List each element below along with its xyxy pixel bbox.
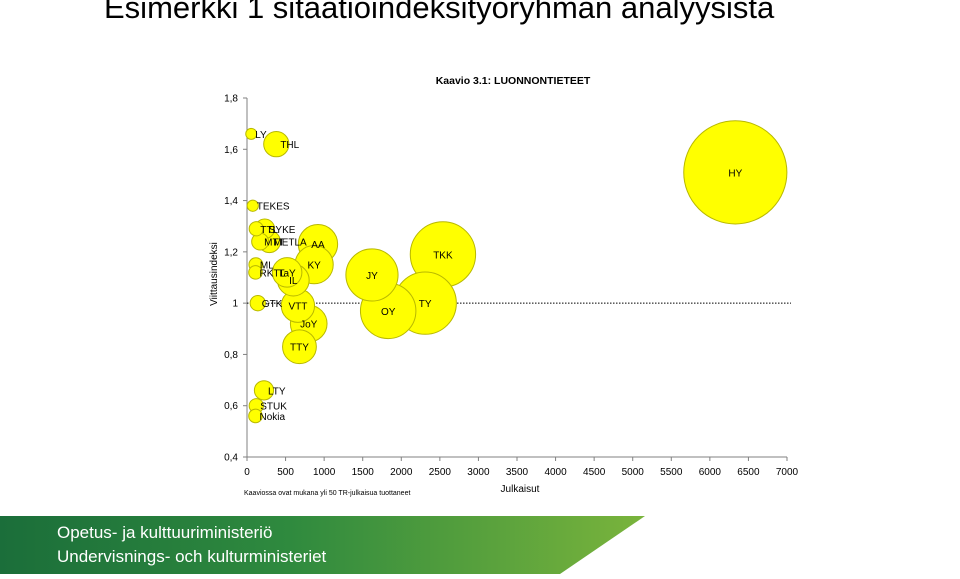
x-tick-label: 3500	[506, 467, 529, 478]
bubble	[282, 329, 317, 365]
bubble-label: HY	[728, 168, 742, 179]
bubble-label: Nokia	[259, 412, 285, 423]
bubble-label: STUK	[260, 402, 287, 413]
bubble-label: TTL	[260, 225, 278, 236]
bubble-label: TY	[419, 299, 432, 310]
bubble-label: MTT	[264, 238, 285, 249]
y-axis-label: Viittausindeksi	[209, 242, 220, 306]
x-axis-label: Julkaisut	[501, 484, 540, 495]
bubble-label: VTT	[288, 302, 307, 313]
bubble-label: TEKES	[257, 202, 290, 213]
bubble	[248, 408, 263, 424]
x-tick-label: 1000	[313, 467, 336, 478]
x-tick-label: 500	[277, 467, 294, 478]
bubble	[248, 265, 263, 280]
plot-area: 0,4 0,6 0,8 1 1,2 1,4 1,6 1,8 0 500 1000 1500 2000 25…	[224, 94, 798, 479]
bubble-label: AA	[311, 240, 325, 251]
chart-note: Kaaviossa ovat mukana yli 50 TR-julkaisu…	[244, 490, 410, 497]
bubble-label: OY	[381, 307, 396, 318]
x-tick-label: 2000	[390, 467, 413, 478]
x-tick-label: 6000	[699, 467, 722, 478]
bubble-label: RKTL	[259, 268, 285, 279]
bubble-label: GTK	[262, 299, 283, 310]
bubble-label: KY	[307, 261, 321, 272]
x-tick-label: 4500	[583, 467, 606, 478]
bubble	[263, 131, 290, 158]
bubble-chart: Kaavio 3.1: LUONNONTIETEET 0,4 0,6 0,8 1 1,2…	[209, 75, 799, 497]
bubble-label: JoY	[300, 320, 318, 331]
bubble	[253, 380, 275, 401]
x-tick-label: 7000	[776, 467, 799, 478]
bubble	[271, 257, 303, 288]
y-tick-label: 0,4	[224, 453, 238, 464]
x-tick-label: 1500	[352, 467, 375, 478]
bubble	[249, 294, 266, 312]
bubble-label: SYKE	[269, 225, 296, 236]
y-tick-label: 0,6	[224, 401, 238, 412]
y-tick-label: 1,2	[224, 247, 238, 258]
bubble-label: IL	[289, 276, 298, 287]
bubble	[683, 120, 788, 225]
bubble-label: TaY	[278, 268, 296, 279]
x-tick-label: 5000	[622, 467, 645, 478]
y-tick-label: 1,8	[224, 94, 238, 105]
footer-ministry-swedish: Undervisnings- och kulturministeriet	[57, 547, 327, 566]
bubble-label: TTY	[290, 343, 309, 354]
x-tick-label: 3000	[467, 467, 490, 478]
bubble-label: LTY	[268, 386, 286, 397]
bubble-label: METLA	[273, 238, 307, 249]
y-tick-label: 1	[232, 299, 238, 310]
x-tick-label: 4000	[544, 467, 567, 478]
chart-title: Kaavio 3.1: LUONNONTIETEET	[436, 75, 591, 87]
bubble	[248, 221, 264, 237]
slide-title: Esimerkki 1 sitaatioindeksityöryhmän ana…	[104, 0, 775, 25]
x-tick-label: 6500	[737, 467, 760, 478]
bubble-label: THL	[280, 140, 299, 151]
bubble-label: ML	[260, 261, 274, 272]
bubble	[345, 248, 399, 302]
x-tick-label: 0	[244, 467, 250, 478]
footer-ministry-finnish: Opetus- ja kulttuuriministeriö	[57, 523, 273, 542]
footer-banner: Opetus- ja kulttuuriministeriö Undervisn…	[0, 513, 960, 574]
y-tick-label: 1,6	[224, 145, 238, 156]
x-tick-label: 2500	[429, 467, 452, 478]
y-tick-label: 0,8	[224, 350, 238, 361]
bubble	[246, 199, 259, 212]
bubble-label: TKK	[433, 250, 453, 261]
y-tick-label: 1,4	[224, 196, 238, 207]
bubble	[245, 127, 258, 140]
x-tick-label: 5500	[660, 467, 683, 478]
bubble-label: JY	[366, 271, 378, 282]
bubble-label: LY	[255, 130, 267, 141]
footer-background	[0, 516, 645, 574]
